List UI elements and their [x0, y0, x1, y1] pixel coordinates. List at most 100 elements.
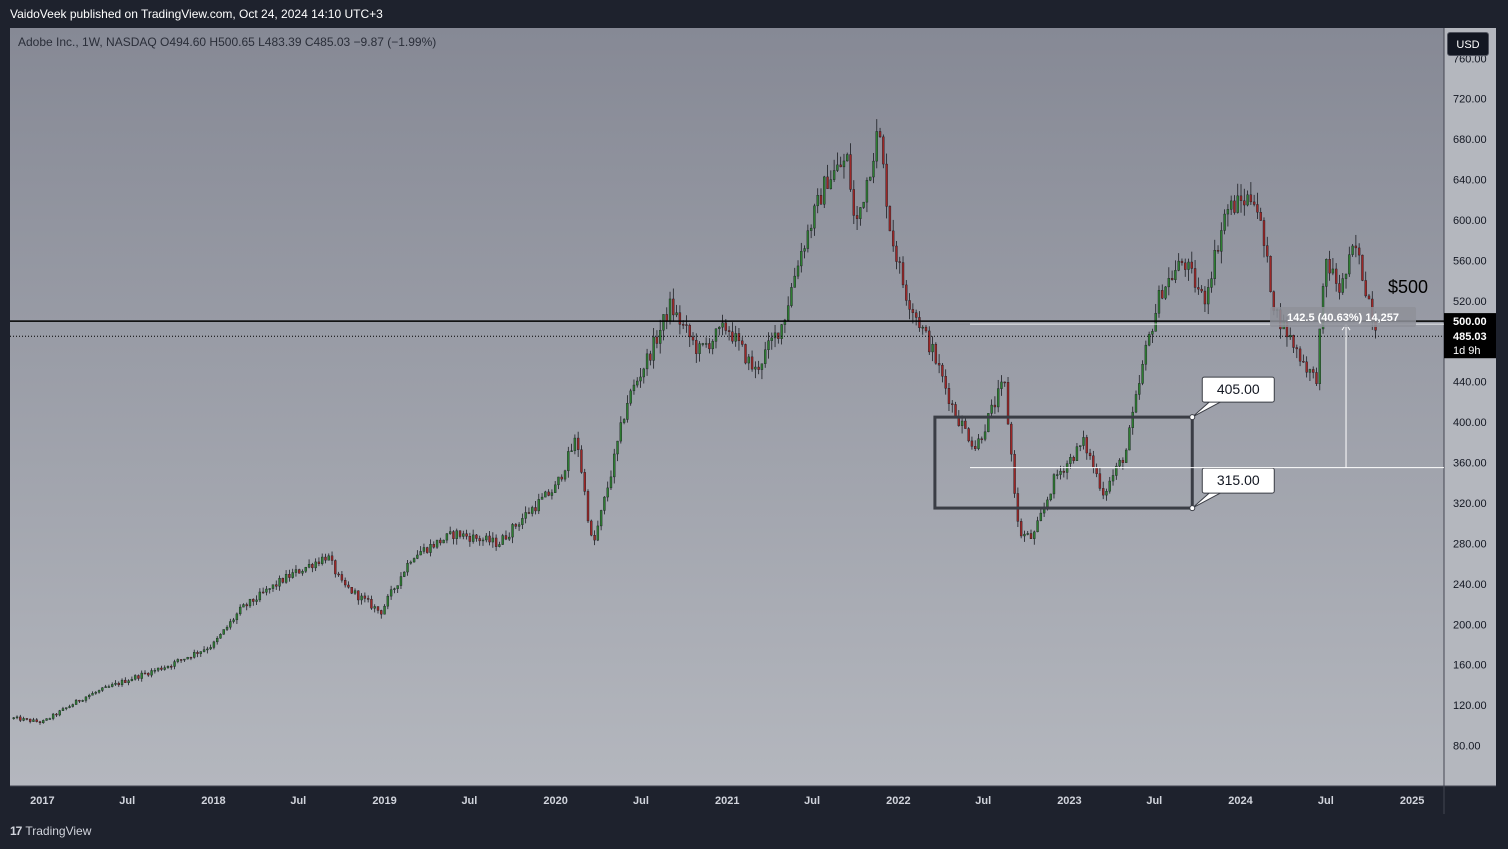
- candle: [1249, 182, 1253, 205]
- candle: [216, 636, 219, 645]
- candle: [1167, 267, 1171, 296]
- candle: [225, 625, 229, 632]
- candle: [498, 541, 501, 548]
- candle: [1154, 303, 1157, 332]
- candle: [219, 633, 222, 639]
- candle: [819, 188, 823, 205]
- candle: [291, 568, 294, 579]
- tradingview-logo-text: TradingView: [25, 824, 92, 838]
- candle: [42, 719, 45, 724]
- candle: [58, 709, 61, 717]
- candle: [967, 427, 970, 443]
- candle: [511, 523, 514, 544]
- candle: [809, 224, 813, 239]
- price-callout-text: 405.00: [1217, 381, 1260, 397]
- time-tick-label: 2018: [201, 795, 225, 807]
- candle: [905, 280, 908, 306]
- price-axis[interactable]: [1444, 28, 1496, 786]
- candle: [1013, 450, 1016, 498]
- candle: [1144, 340, 1148, 371]
- candle: [19, 714, 22, 723]
- candle: [977, 433, 980, 451]
- candle: [327, 553, 330, 561]
- candle: [130, 676, 134, 682]
- candle: [599, 509, 603, 531]
- candle: [1348, 246, 1351, 277]
- candle: [140, 670, 143, 682]
- candle: [937, 354, 941, 374]
- candle: [1072, 455, 1075, 464]
- candle: [576, 431, 580, 457]
- candle: [399, 572, 403, 589]
- price-tick-label: 160.00: [1453, 660, 1487, 672]
- candle: [974, 440, 977, 451]
- candle: [1131, 406, 1134, 435]
- candle: [357, 590, 360, 605]
- candle: [711, 339, 714, 355]
- candle: [458, 530, 462, 539]
- candle: [1170, 270, 1174, 281]
- candle: [1246, 190, 1249, 207]
- candle: [537, 493, 540, 515]
- candle: [229, 618, 232, 630]
- candle: [202, 646, 206, 653]
- time-tick-label: 2021: [715, 795, 739, 807]
- candle: [1124, 448, 1128, 463]
- candle: [629, 388, 632, 406]
- candle: [455, 528, 458, 545]
- candle: [1062, 466, 1066, 478]
- candle: [514, 522, 517, 530]
- candle: [101, 687, 104, 692]
- candle: [642, 367, 645, 384]
- candle: [583, 468, 586, 496]
- candle: [317, 557, 321, 567]
- candle: [147, 672, 150, 677]
- candle: [891, 219, 895, 252]
- candle: [1229, 195, 1233, 216]
- chart-frame[interactable]: $500 500.00 485.03 1d 9h 405.00 315.00 142.5 (…: [10, 28, 1496, 814]
- candle: [934, 342, 938, 365]
- candle: [403, 571, 406, 578]
- candle: [826, 164, 829, 189]
- candle: [199, 651, 202, 657]
- candle: [836, 152, 839, 173]
- candle: [435, 539, 439, 549]
- candle: [701, 342, 705, 347]
- candle: [695, 333, 698, 363]
- tradingview-logo[interactable]: 17 TradingView: [10, 824, 91, 838]
- price-tick-label: 760.00: [1453, 53, 1487, 65]
- candle: [567, 446, 570, 478]
- candle: [1108, 476, 1111, 494]
- candle: [268, 588, 271, 594]
- candle: [829, 170, 833, 190]
- candle: [238, 604, 242, 616]
- candle: [1023, 530, 1026, 542]
- horizontal-line-label: $500: [1388, 277, 1428, 297]
- currency-button[interactable]: USD: [1447, 32, 1489, 56]
- candle: [570, 443, 573, 452]
- candle: [563, 469, 567, 482]
- candle: [360, 593, 363, 605]
- candle: [741, 337, 744, 347]
- time-axis-labels: 2017 Jul 2018 Jul 2019 Jul 2020 Jul 2021 Jul 2022 J…: [30, 795, 1424, 807]
- candle: [491, 532, 495, 548]
- candle: [383, 604, 386, 615]
- price-line-badge-text: 500.00: [1453, 316, 1487, 328]
- candle: [488, 531, 491, 546]
- candle: [1220, 222, 1223, 264]
- candle: [941, 362, 944, 383]
- candle: [242, 603, 245, 608]
- candle: [688, 323, 691, 347]
- time-axis[interactable]: [10, 786, 1444, 814]
- candle: [1334, 263, 1338, 292]
- candle: [97, 689, 101, 694]
- footer-bar: 17 TradingView: [0, 814, 1508, 849]
- candle: [1302, 354, 1305, 363]
- candle: [468, 532, 472, 547]
- candle: [363, 592, 367, 603]
- candle: [750, 350, 754, 372]
- price-chart[interactable]: $500 500.00 485.03 1d 9h 405.00 315.00 142.5 (…: [10, 28, 1496, 814]
- price-tick-label: 400.00: [1453, 417, 1487, 429]
- candle: [878, 127, 882, 138]
- candle: [88, 693, 91, 700]
